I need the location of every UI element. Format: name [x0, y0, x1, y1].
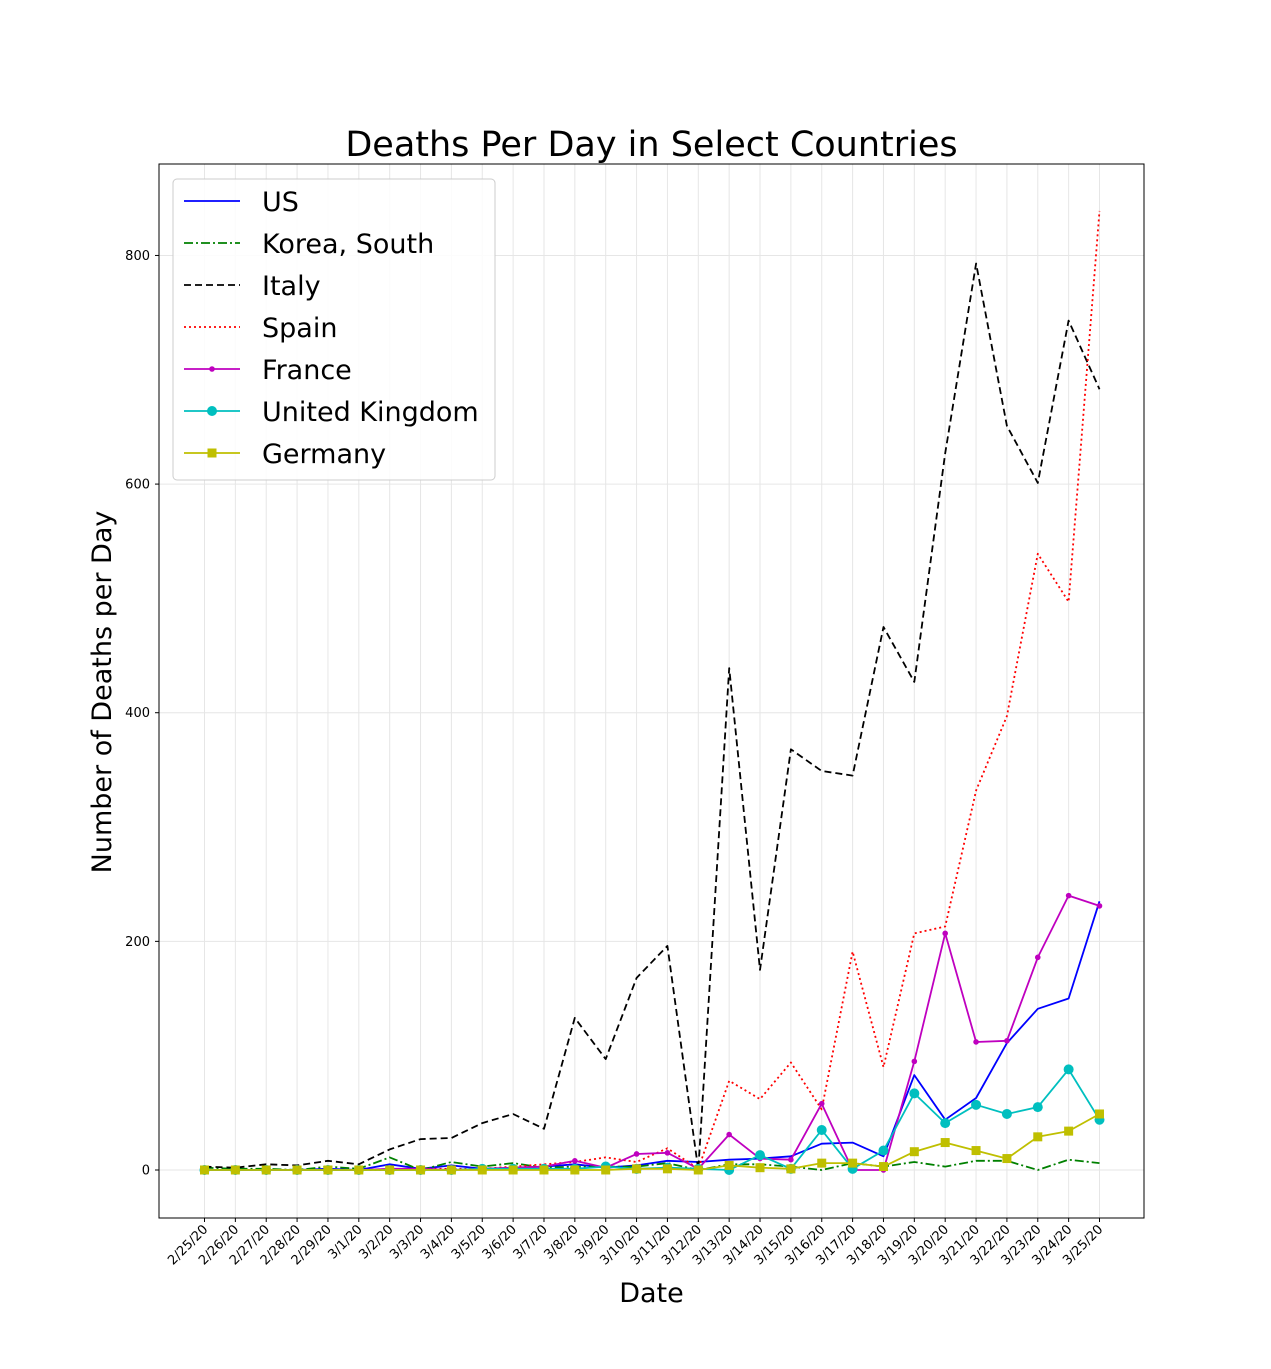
data-point — [971, 1146, 981, 1156]
y-tick-label: 400 — [125, 706, 150, 721]
data-point — [1033, 1132, 1043, 1142]
legend-label: Italy — [262, 271, 321, 302]
y-axis-ticks: 0 200 400 600 800 — [125, 249, 159, 1178]
data-point — [539, 1165, 549, 1175]
data-point — [230, 1165, 240, 1175]
data-point — [323, 1165, 333, 1175]
data-point — [385, 1165, 395, 1175]
data-point — [1096, 903, 1103, 909]
legend-entry-france: France — [184, 355, 352, 386]
data-point — [1064, 1126, 1074, 1136]
data-point — [477, 1165, 487, 1175]
data-point — [1001, 1108, 1012, 1119]
data-point — [848, 1158, 858, 1168]
x-axis-ticks: 2/25/202/26/202/27/202/28/202/29/203/1/2… — [165, 1218, 1106, 1268]
data-point — [1002, 1154, 1012, 1164]
data-point — [755, 1163, 765, 1173]
data-point — [726, 1131, 732, 1138]
data-point — [632, 1164, 642, 1174]
data-point — [354, 1165, 364, 1175]
chart-title: Deaths Per Day in Select Countries — [345, 125, 957, 165]
data-point — [971, 1099, 982, 1110]
legend-label: Korea, South — [262, 229, 434, 260]
legend-label: France — [262, 355, 352, 386]
legend-marker — [207, 448, 217, 458]
data-point — [416, 1165, 426, 1175]
legend-entry-us: US — [184, 187, 299, 218]
series-germany — [200, 1109, 1104, 1175]
data-point — [1063, 1064, 1074, 1075]
series-line-germany — [204, 1113, 1100, 1171]
legend-label: Spain — [262, 313, 337, 344]
data-point — [755, 1150, 766, 1161]
legend: US Korea, South Italy Spain France United Kin… — [172, 178, 496, 481]
data-point — [1004, 1038, 1010, 1044]
series-line-korea-south — [204, 1156, 1100, 1171]
data-point — [1095, 1109, 1104, 1119]
data-point — [909, 1088, 920, 1099]
data-series — [199, 210, 1105, 1175]
data-point — [200, 1165, 209, 1175]
legend-entry-italy: Italy — [184, 271, 321, 302]
y-axis-title: Number of Deaths per Day — [87, 511, 118, 874]
x-axis-title: Date — [619, 1278, 684, 1309]
data-point — [662, 1164, 672, 1174]
y-tick-label: 0 — [142, 1163, 150, 1178]
legend-label: US — [262, 187, 299, 218]
data-point — [693, 1165, 703, 1175]
data-point — [572, 1158, 578, 1164]
data-point — [878, 1145, 889, 1156]
legend-entry-korea-south: Korea, South — [184, 229, 434, 260]
legend-marker — [209, 366, 215, 372]
data-point — [942, 930, 948, 937]
data-point — [1034, 954, 1041, 961]
legend-entry-united-kingdom: United Kingdom — [184, 397, 479, 428]
legend-marker — [207, 406, 217, 416]
data-point — [878, 1162, 888, 1172]
data-point — [1032, 1102, 1043, 1113]
data-point — [940, 1138, 950, 1148]
data-point — [446, 1165, 456, 1175]
data-point — [786, 1164, 796, 1174]
legend-frame — [172, 178, 496, 481]
data-point — [633, 1151, 640, 1157]
legend-entry-spain: Spain — [184, 313, 337, 344]
data-point — [911, 1058, 918, 1065]
data-point — [570, 1165, 580, 1175]
data-point — [508, 1165, 518, 1175]
data-point — [261, 1165, 271, 1175]
legend-label: Germany — [262, 439, 386, 470]
series-italy — [204, 262, 1101, 1171]
data-point — [601, 1165, 611, 1175]
legend-label: United Kingdom — [262, 397, 479, 428]
series-line-italy — [204, 262, 1101, 1171]
plot-frame — [158, 163, 1145, 1219]
y-tick-label: 200 — [125, 935, 150, 950]
legend-entry-germany: Germany — [184, 439, 386, 470]
data-point — [816, 1124, 827, 1135]
data-point — [292, 1165, 302, 1175]
data-point — [973, 1039, 979, 1045]
data-point — [817, 1158, 827, 1168]
series-korea-south — [204, 1156, 1100, 1171]
data-point — [788, 1156, 794, 1163]
data-point — [1065, 892, 1072, 899]
data-point — [664, 1150, 671, 1156]
data-point — [909, 1147, 919, 1157]
data-point — [818, 1100, 825, 1107]
data-point — [940, 1118, 951, 1129]
y-tick-label: 600 — [125, 478, 150, 493]
data-point — [724, 1160, 734, 1170]
y-tick-label: 800 — [125, 249, 150, 264]
